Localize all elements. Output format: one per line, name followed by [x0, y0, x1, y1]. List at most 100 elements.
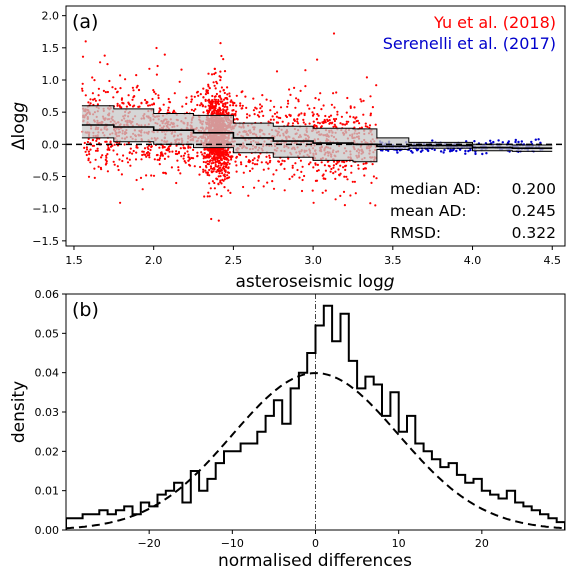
data-point [288, 177, 291, 181]
data-point [116, 104, 119, 107]
data-point [168, 101, 172, 104]
data-point [229, 104, 232, 107]
data-point [235, 117, 238, 120]
data-point [211, 148, 214, 151]
data-point [217, 150, 220, 153]
data-point [113, 163, 116, 166]
data-point [198, 104, 202, 107]
data-point [202, 111, 205, 114]
stat-value-median-ad: 0.200 [512, 180, 556, 198]
data-point [108, 79, 111, 83]
data-point [287, 102, 290, 105]
data-point [112, 149, 115, 152]
data-point [251, 162, 254, 165]
data-point [227, 155, 230, 158]
data-point [222, 166, 225, 169]
data-point [213, 157, 216, 160]
data-point [427, 149, 430, 153]
data-point [208, 87, 211, 90]
data-point [202, 160, 205, 164]
data-point [137, 88, 141, 92]
data-point [224, 105, 227, 108]
data-point [178, 80, 181, 83]
data-point [300, 112, 303, 115]
x-tick-label: 3.5 [384, 254, 402, 267]
data-point [115, 91, 119, 94]
data-point [180, 68, 183, 71]
data-point [161, 146, 164, 149]
data-point [101, 154, 104, 157]
legend-yu-2018: Yu et al. (2018) [433, 13, 556, 32]
data-point [349, 194, 352, 197]
data-point [357, 167, 360, 170]
data-point [222, 179, 225, 182]
data-point [299, 159, 302, 162]
data-point [298, 176, 301, 179]
data-point [369, 112, 372, 115]
panel-a-y-axis-label: Δlogg [9, 102, 29, 151]
data-point [167, 145, 171, 148]
data-point [371, 106, 374, 109]
data-point [126, 157, 129, 160]
data-point [222, 155, 225, 158]
data-point [208, 182, 211, 185]
data-point [332, 160, 336, 163]
data-point [152, 174, 156, 177]
data-point [345, 175, 348, 178]
data-point [149, 148, 152, 152]
data-point [145, 174, 148, 177]
data-point [206, 171, 209, 174]
data-point [336, 110, 339, 113]
data-point [184, 161, 187, 164]
data-point [279, 106, 283, 109]
data-point [217, 108, 220, 111]
data-point [144, 153, 147, 156]
data-point [204, 99, 207, 102]
data-point [135, 144, 138, 147]
data-point [180, 155, 183, 158]
percentile-84-line [81, 105, 553, 146]
data-point [81, 87, 84, 90]
data-point [333, 123, 336, 126]
data-point [217, 168, 220, 171]
data-point [267, 167, 270, 170]
panel-a: 1.5 2.0 2.5 3.0 3.5 4.0 4.5 −1.5 −1.0 −0.5 0.0 0.5… [9, 5, 566, 292]
data-point [364, 167, 367, 170]
data-point [206, 162, 209, 166]
data-point [213, 67, 216, 70]
data-point [156, 158, 159, 161]
data-point [212, 109, 216, 112]
data-point [89, 102, 92, 105]
data-point [227, 167, 230, 170]
data-point [204, 169, 207, 172]
data-point [330, 103, 333, 106]
data-point [129, 104, 132, 107]
data-point [481, 152, 484, 156]
data-point [179, 172, 182, 175]
data-point [275, 115, 278, 118]
data-point [253, 157, 256, 160]
data-point [222, 88, 225, 92]
data-point [209, 187, 212, 190]
data-point [210, 73, 214, 76]
data-point [284, 114, 287, 117]
data-point [128, 151, 131, 154]
data-point [235, 155, 238, 158]
data-point [365, 76, 368, 79]
data-point [210, 162, 213, 165]
data-point [297, 122, 300, 125]
data-point [334, 170, 337, 173]
data-point [323, 120, 326, 123]
data-point [334, 177, 337, 180]
y-tick-label: 0.0 [42, 138, 60, 151]
data-point [200, 151, 203, 154]
data-point [201, 104, 205, 107]
median-line [81, 124, 553, 149]
x-tick-label: 1.5 [65, 254, 83, 267]
panel-a-x-axis-label: asteroseismic logg [235, 272, 394, 292]
data-point [329, 170, 332, 173]
data-point [209, 165, 213, 168]
data-point [182, 147, 186, 150]
data-point [194, 108, 197, 111]
